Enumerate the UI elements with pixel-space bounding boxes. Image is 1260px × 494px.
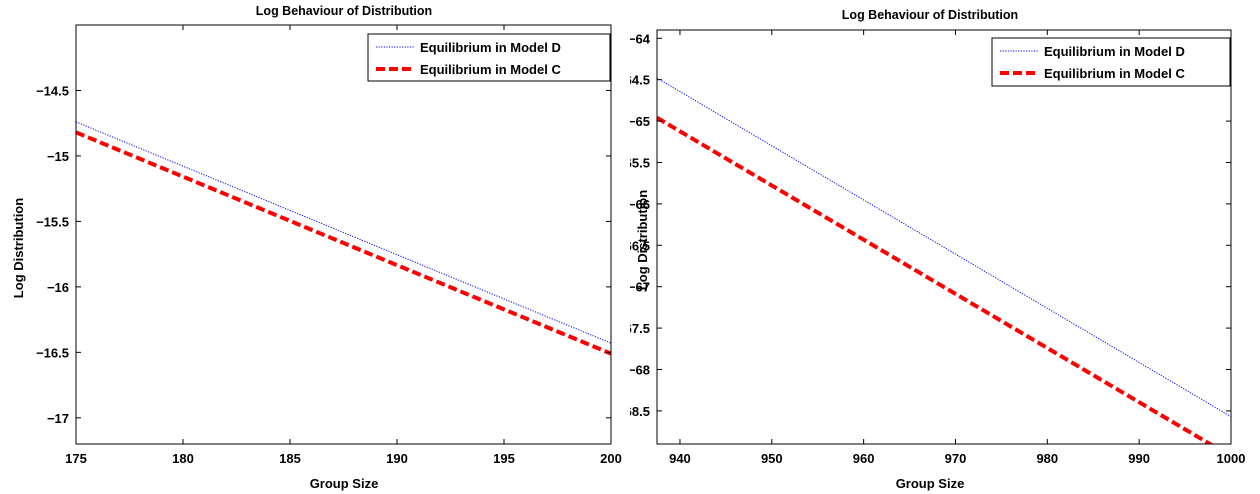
- x-tick-label: 1000: [1217, 451, 1246, 466]
- y-tick-label: −15.5: [36, 214, 69, 229]
- legend: Equilibrium in Model D Equilibrium in Mod…: [991, 37, 1231, 87]
- x-tick-label: 990: [1128, 451, 1150, 466]
- y-tick-label: −16.5: [36, 345, 69, 360]
- y-axis-label: Log Distribution: [635, 190, 650, 290]
- x-tick-label: 190: [386, 451, 408, 466]
- axes-frame: [75, 24, 612, 445]
- legend: Equilibrium in Model D Equilibrium in Mod…: [367, 33, 611, 82]
- plot-area: 940 950 960 970 980 990 1000 −64 −64.5 −65 −65.5 −6…: [630, 29, 1246, 466]
- x-tick-label: 200: [600, 451, 622, 466]
- legend-entry: Equilibrium in Model C: [420, 62, 561, 77]
- x-tick-label: 195: [493, 451, 515, 466]
- x-tick-label: 175: [65, 451, 87, 466]
- y-tick-label: −65: [630, 114, 650, 129]
- x-tick-label: 185: [279, 451, 301, 466]
- y-tick-label: −66.5: [630, 238, 650, 253]
- y-tick-label: −67: [630, 280, 650, 295]
- series-line-model-d: [76, 121, 611, 344]
- chart-title: Log Behaviour of Distribution: [256, 4, 432, 18]
- right-chart: Log Behaviour of Distribution Log Distri…: [630, 8, 1246, 491]
- series-line-model-c: [76, 130, 611, 356]
- legend-box: [367, 33, 611, 82]
- x-tick-label: 950: [761, 451, 783, 466]
- y-tick-label: −65.5: [630, 155, 650, 170]
- legend-box: [991, 37, 1231, 87]
- x-axis-label: Group Size: [310, 476, 379, 491]
- legend-entry: Equilibrium in Model D: [1044, 44, 1185, 59]
- x-tick-label: 940: [669, 451, 691, 466]
- y-axis-label: Log Distribution: [11, 198, 26, 298]
- y-tick-label: −67.5: [630, 321, 650, 336]
- legend-entry: Equilibrium in Model C: [1044, 66, 1185, 81]
- y-tick-label: −64.5: [630, 73, 650, 88]
- y-tick-label: −66: [630, 197, 650, 212]
- y-tick-label: −64: [630, 31, 651, 46]
- x-tick-label: 970: [945, 451, 967, 466]
- y-tick-label: −68: [630, 362, 650, 377]
- legend-entry: Equilibrium in Model D: [420, 40, 561, 55]
- series-line-model-d: [657, 77, 1231, 418]
- y-tick-label: −15: [47, 149, 69, 164]
- left-chart: Log Behaviour of Distribution Log Distri…: [11, 4, 622, 491]
- x-tick-label: 180: [172, 451, 194, 466]
- y-tick-label: −17: [47, 411, 69, 426]
- axes-frame: [656, 29, 1232, 445]
- x-tick-label: 960: [853, 451, 875, 466]
- x-tick-label: 980: [1036, 451, 1058, 466]
- plot-area: 175 180 185 190 195 200 −14.5 −15 −15.5 −16 −16.5 −…: [36, 24, 622, 466]
- y-tick-label: −68.5: [630, 404, 650, 419]
- x-axis-label: Group Size: [896, 476, 965, 491]
- y-tick-label: −16: [47, 280, 69, 295]
- series-line-model-c: [657, 116, 1214, 444]
- chart-title: Log Behaviour of Distribution: [842, 8, 1018, 22]
- y-tick-label: −14.5: [36, 83, 69, 98]
